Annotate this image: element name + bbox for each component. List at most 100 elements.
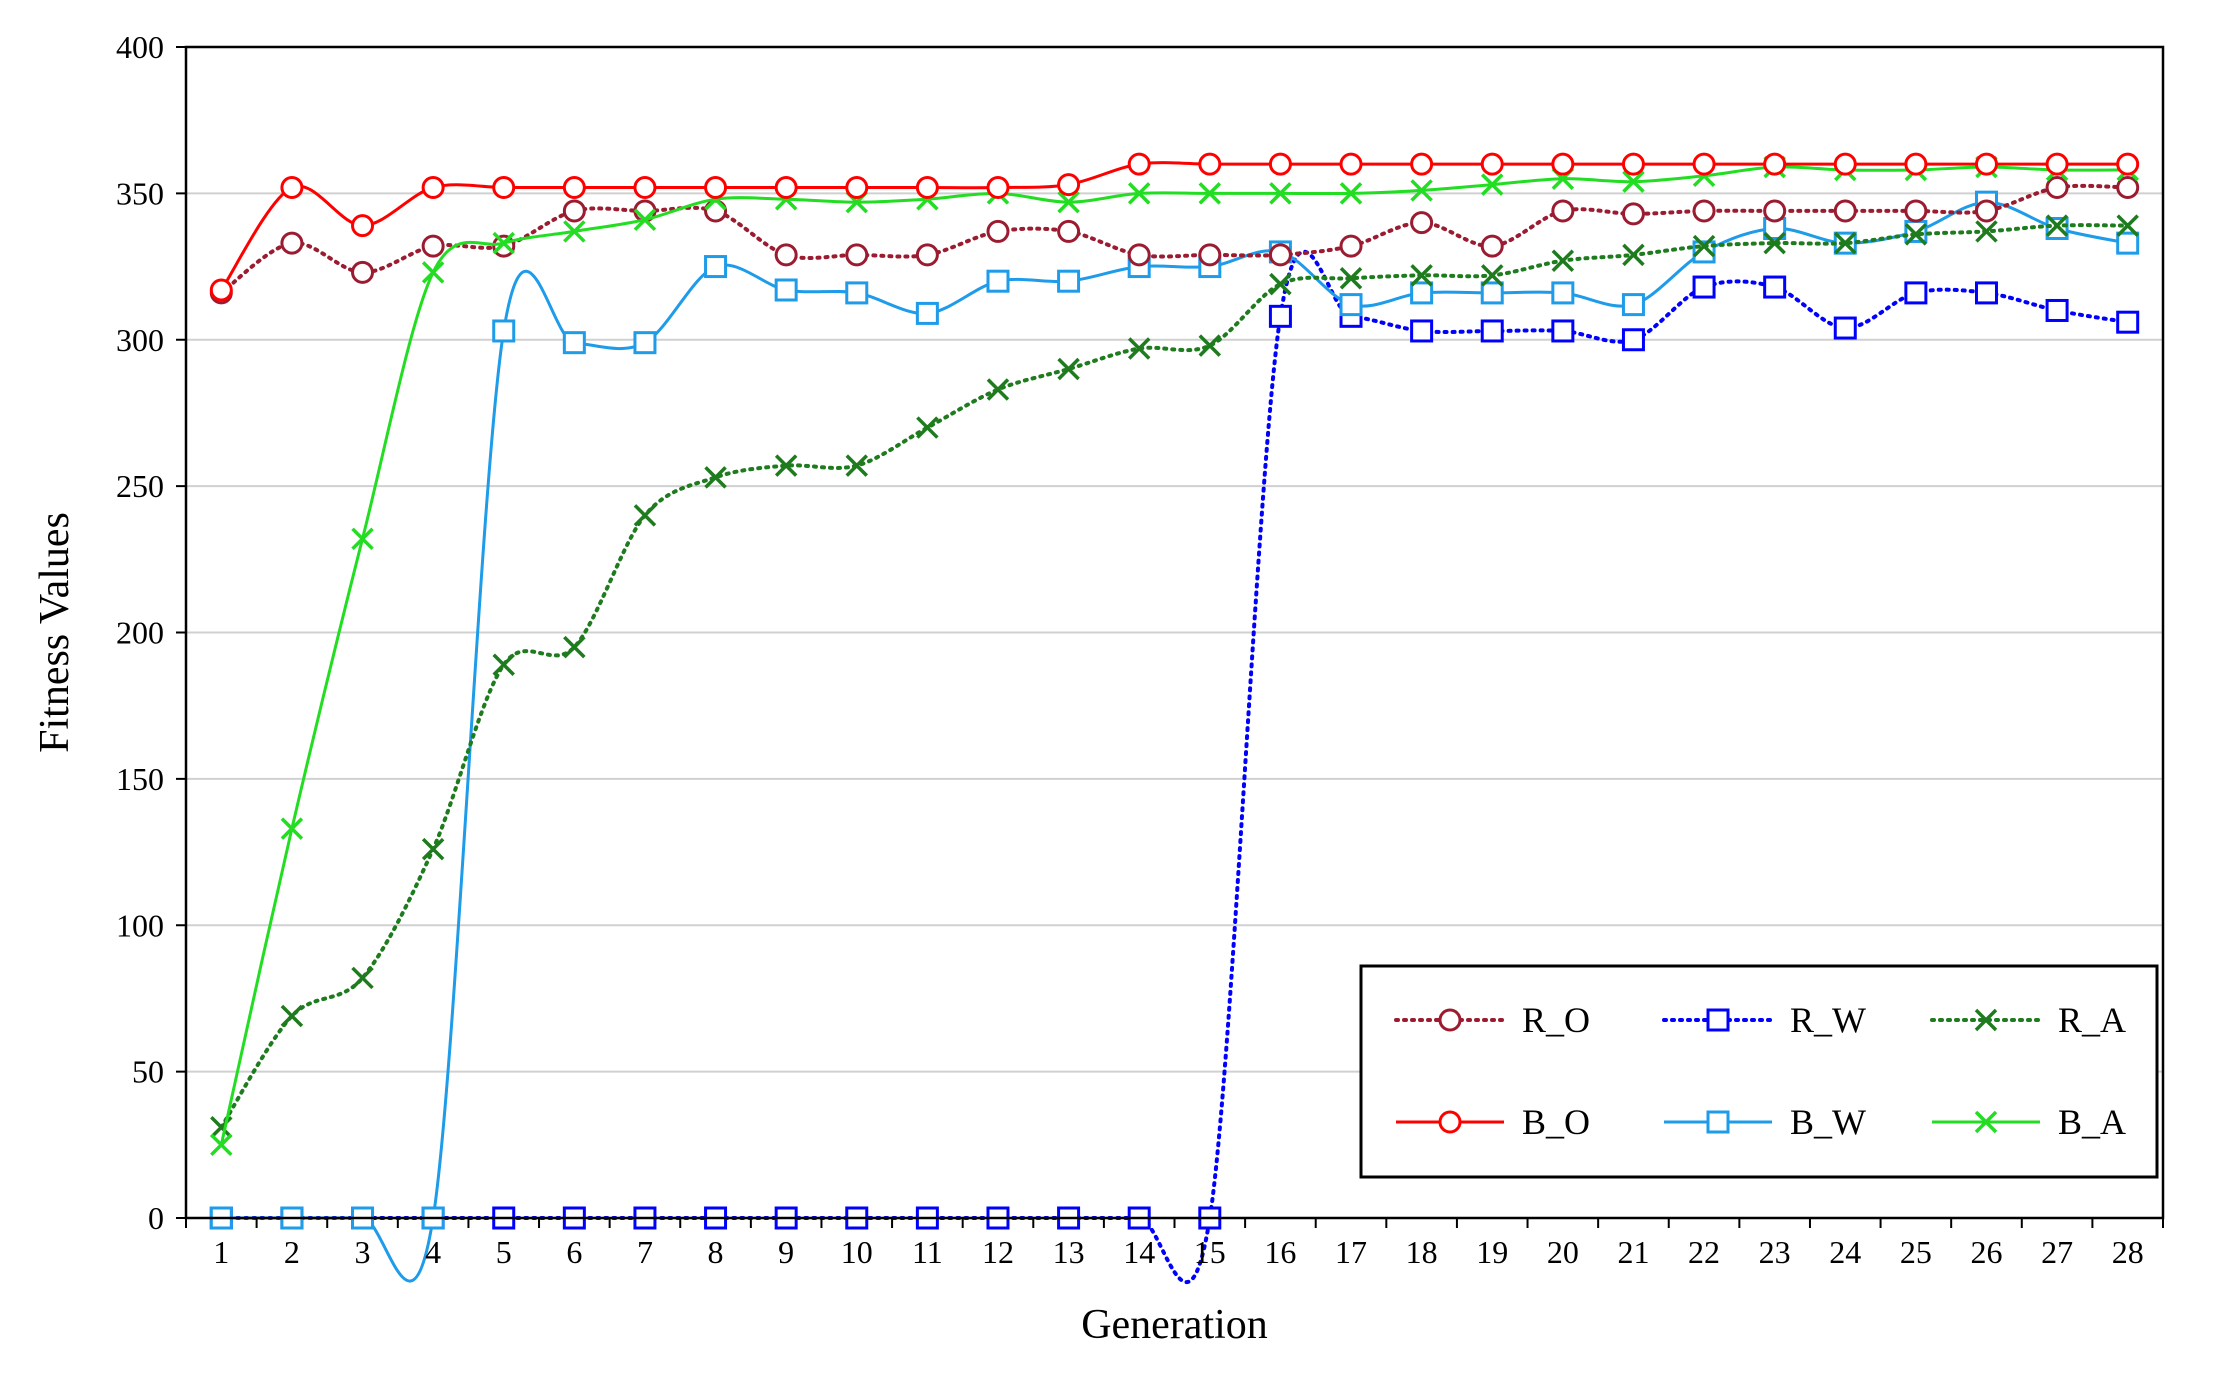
data-point xyxy=(1551,152,1575,176)
y-axis-title: Fitness Values xyxy=(32,512,78,753)
legend-label: B_W xyxy=(1790,1102,1866,1142)
data-point xyxy=(351,527,374,551)
data-point xyxy=(2116,214,2139,237)
data-point xyxy=(704,466,727,489)
data-point xyxy=(421,837,445,861)
series-line xyxy=(219,223,2130,1130)
data-point xyxy=(1904,281,1928,305)
data-point xyxy=(2045,176,2069,200)
legend-marker xyxy=(1438,1008,1462,1032)
data-point xyxy=(1833,152,1857,176)
x-tick-label: 26 xyxy=(1970,1234,2002,1270)
legend-item-r-w: R_W xyxy=(1662,1000,1866,1040)
y-tick-label: 50 xyxy=(132,1054,164,1090)
y-tick-label: 350 xyxy=(116,175,164,211)
data-point xyxy=(1057,357,1080,381)
data-point xyxy=(1763,231,1786,255)
data-point xyxy=(1410,179,1433,202)
data-point xyxy=(1692,199,1716,223)
legend-item-r-o: R_O xyxy=(1394,1000,1590,1040)
x-tick-label: 1 xyxy=(213,1234,229,1270)
data-point xyxy=(915,301,939,325)
data-point xyxy=(2116,231,2140,255)
x-tick-label: 11 xyxy=(912,1234,943,1270)
data-point xyxy=(1480,281,1504,305)
data-point xyxy=(1904,219,1928,243)
data-point xyxy=(774,176,798,200)
y-tick-label: 200 xyxy=(116,615,164,651)
y-tick-label: 250 xyxy=(116,468,164,504)
data-point xyxy=(1339,152,1363,176)
x-tick-label: 13 xyxy=(1053,1234,1085,1270)
data-point xyxy=(1480,234,1504,258)
y-axis-ticks: 0 50 100 150 200 250 300 350 400 xyxy=(116,29,186,1236)
data-point xyxy=(1833,199,1857,223)
data-point xyxy=(1268,304,1292,328)
x-tick-label: 16 xyxy=(1264,1234,1296,1270)
data-point xyxy=(1410,152,1434,176)
data-point xyxy=(1621,152,1645,176)
data-point xyxy=(351,214,375,238)
data-point xyxy=(280,231,304,255)
legend-item-b-o: B_O xyxy=(1396,1102,1590,1142)
data-point xyxy=(421,176,445,200)
data-point xyxy=(1621,202,1645,226)
x-tick-label: 9 xyxy=(778,1234,794,1270)
data-point xyxy=(1127,243,1151,267)
data-point xyxy=(845,281,869,305)
data-point xyxy=(1621,293,1645,317)
data-point xyxy=(1339,267,1363,290)
legend-marker xyxy=(1974,1110,1998,1134)
data-point xyxy=(421,234,445,258)
data-point xyxy=(1339,293,1363,317)
x-tick-label: 10 xyxy=(841,1234,873,1270)
x-tick-label: 21 xyxy=(1617,1234,1649,1270)
data-point xyxy=(1904,199,1928,223)
data-point xyxy=(351,260,375,284)
data-point xyxy=(1057,219,1081,243)
data-point xyxy=(1057,173,1081,197)
data-point xyxy=(774,278,798,302)
data-point xyxy=(845,176,869,200)
x-tick-label: 2 xyxy=(284,1234,300,1270)
data-point xyxy=(1763,152,1787,176)
data-point xyxy=(1622,243,1645,267)
x-tick-label: 28 xyxy=(2112,1234,2144,1270)
x-axis-ticks: 1 2 3 4 5 6 7 8 9 10 11 12 13 14 15 16 17 18 19 20 21 22 23 24 2… xyxy=(185,1218,2164,1270)
data-point xyxy=(845,454,869,477)
data-point xyxy=(633,331,657,355)
legend-marker xyxy=(1706,1008,1730,1032)
y-tick-label: 150 xyxy=(116,761,164,797)
data-point xyxy=(2045,214,2069,237)
series-r-o xyxy=(209,176,2140,305)
data-point xyxy=(1622,170,1645,193)
data-point xyxy=(562,199,586,223)
data-point xyxy=(1904,152,1928,176)
legend-item-b-a: B_A xyxy=(1932,1102,2126,1142)
series-r-a xyxy=(210,214,2139,1139)
y-tick-label: 300 xyxy=(116,322,164,358)
data-point xyxy=(1057,190,1080,214)
data-point xyxy=(1480,319,1504,343)
x-tick-label: 20 xyxy=(1547,1234,1579,1270)
x-tick-label: 6 xyxy=(566,1234,582,1270)
data-point xyxy=(1551,199,1575,223)
data-point xyxy=(1480,152,1504,176)
data-point xyxy=(1904,223,1928,246)
data-point xyxy=(2045,217,2069,241)
data-point xyxy=(774,243,798,267)
data-point xyxy=(1410,264,1433,287)
data-point xyxy=(1339,234,1363,258)
legend-label: B_O xyxy=(1522,1102,1590,1142)
data-point xyxy=(2116,152,2140,176)
series-b-o xyxy=(209,152,2140,302)
data-point xyxy=(492,653,515,676)
data-point xyxy=(774,454,798,477)
data-point xyxy=(704,176,728,200)
data-point xyxy=(633,176,657,200)
data-point xyxy=(1410,319,1434,343)
x-tick-label: 12 xyxy=(982,1234,1014,1270)
data-point xyxy=(986,269,1010,293)
data-point xyxy=(1198,243,1222,267)
data-point xyxy=(492,176,516,200)
